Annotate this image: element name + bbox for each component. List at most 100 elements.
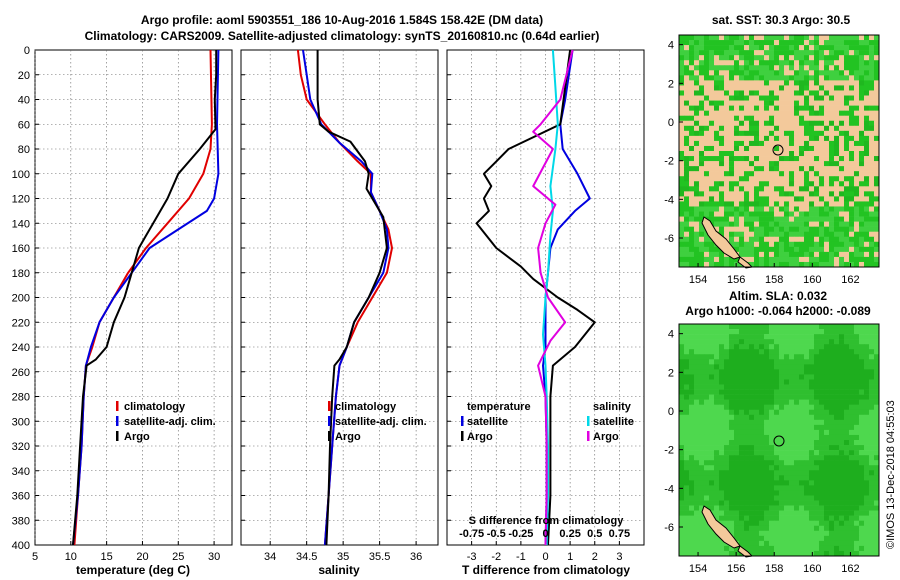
map-cell — [749, 90, 755, 96]
map-cell — [844, 470, 850, 476]
map-cell — [874, 359, 880, 365]
map-cell — [794, 176, 800, 182]
map-cell — [769, 490, 775, 496]
map-cell — [839, 369, 845, 375]
map-cell — [849, 434, 855, 441]
map-cell — [709, 344, 715, 350]
map-cell — [859, 226, 865, 232]
map-cell — [854, 535, 860, 542]
map-cell — [844, 344, 850, 350]
map-cell — [849, 145, 855, 152]
map-cell — [824, 399, 830, 405]
map-cell — [849, 246, 855, 253]
map-cell — [734, 510, 740, 516]
map-cell — [809, 339, 815, 345]
map-cell — [719, 404, 725, 411]
map-cell — [714, 414, 720, 421]
map-cell — [694, 535, 700, 542]
map-cell — [744, 55, 750, 61]
map-cell — [869, 130, 875, 137]
map-cell — [824, 171, 830, 177]
map-cell — [804, 520, 810, 527]
map-cell — [819, 409, 825, 416]
map-cell — [864, 344, 870, 350]
map-cell — [734, 261, 740, 268]
map-cell — [779, 445, 785, 451]
map-cell — [839, 70, 845, 76]
map-cell — [709, 424, 715, 431]
map-cell — [829, 450, 835, 456]
map-cell — [724, 500, 730, 506]
map-cell — [854, 40, 860, 46]
map-cell — [769, 251, 775, 258]
map-cell — [754, 550, 760, 557]
map-cell — [794, 35, 800, 41]
map-cell — [834, 95, 840, 101]
map-cell — [869, 399, 875, 405]
map-cell — [684, 379, 690, 385]
map-cell — [859, 145, 865, 152]
map-cell — [704, 434, 710, 441]
map-cell — [809, 140, 815, 147]
map-cell — [834, 515, 840, 521]
map-cell — [819, 389, 825, 395]
map-cell — [784, 115, 790, 122]
map-cell — [734, 545, 740, 552]
temperature-plot-frame — [34, 49, 233, 546]
map-cell — [784, 251, 790, 258]
map-cell — [699, 151, 705, 157]
map-cell — [729, 201, 735, 207]
map-cell — [809, 530, 815, 537]
map-cell — [734, 171, 740, 177]
map-cell — [699, 500, 705, 506]
map-cell — [689, 216, 695, 222]
map-lat-label: -2 — [664, 445, 674, 457]
map-cell — [724, 515, 730, 521]
map-cell — [704, 374, 710, 380]
map-cell — [824, 90, 830, 96]
map-cell — [704, 100, 710, 106]
map-cell — [784, 231, 790, 238]
map-cell — [734, 505, 740, 511]
map-cell — [869, 35, 875, 41]
map-cell — [679, 231, 685, 238]
map-cell — [774, 241, 780, 248]
map-cell — [854, 429, 860, 436]
map-cell — [709, 434, 715, 441]
map-cell — [809, 105, 815, 111]
map-cell — [694, 329, 700, 335]
map-cell — [694, 344, 700, 350]
map-cell — [769, 156, 775, 162]
map-cell — [754, 535, 760, 542]
map-cell — [749, 110, 755, 116]
map-cell — [869, 115, 875, 122]
map-cell — [834, 206, 840, 212]
map-cell — [844, 115, 850, 122]
map-cell — [709, 329, 715, 335]
map-cell — [839, 354, 845, 360]
map-cell — [789, 450, 795, 456]
map-cell — [699, 440, 705, 446]
map-cell — [729, 35, 735, 41]
map-cell — [779, 256, 785, 263]
map-cell — [734, 419, 740, 426]
map-cell — [754, 221, 760, 227]
map-cell — [784, 450, 790, 456]
map-cell — [714, 379, 720, 385]
map-cell — [734, 500, 740, 506]
map-cell — [769, 455, 775, 461]
map-cell — [799, 429, 805, 436]
map-cell — [784, 201, 790, 207]
map-cell — [814, 419, 820, 426]
map-cell — [754, 440, 760, 446]
s-difference-tick-label: -0.75 — [459, 528, 484, 540]
map-cell — [734, 135, 740, 142]
map-cell — [709, 354, 715, 360]
map-cell — [719, 419, 725, 426]
map-cell — [744, 156, 750, 162]
map-cell — [709, 75, 715, 81]
map-cell — [769, 495, 775, 501]
map-cell — [864, 490, 870, 496]
map-cell — [694, 261, 700, 268]
map-cell — [709, 135, 715, 142]
